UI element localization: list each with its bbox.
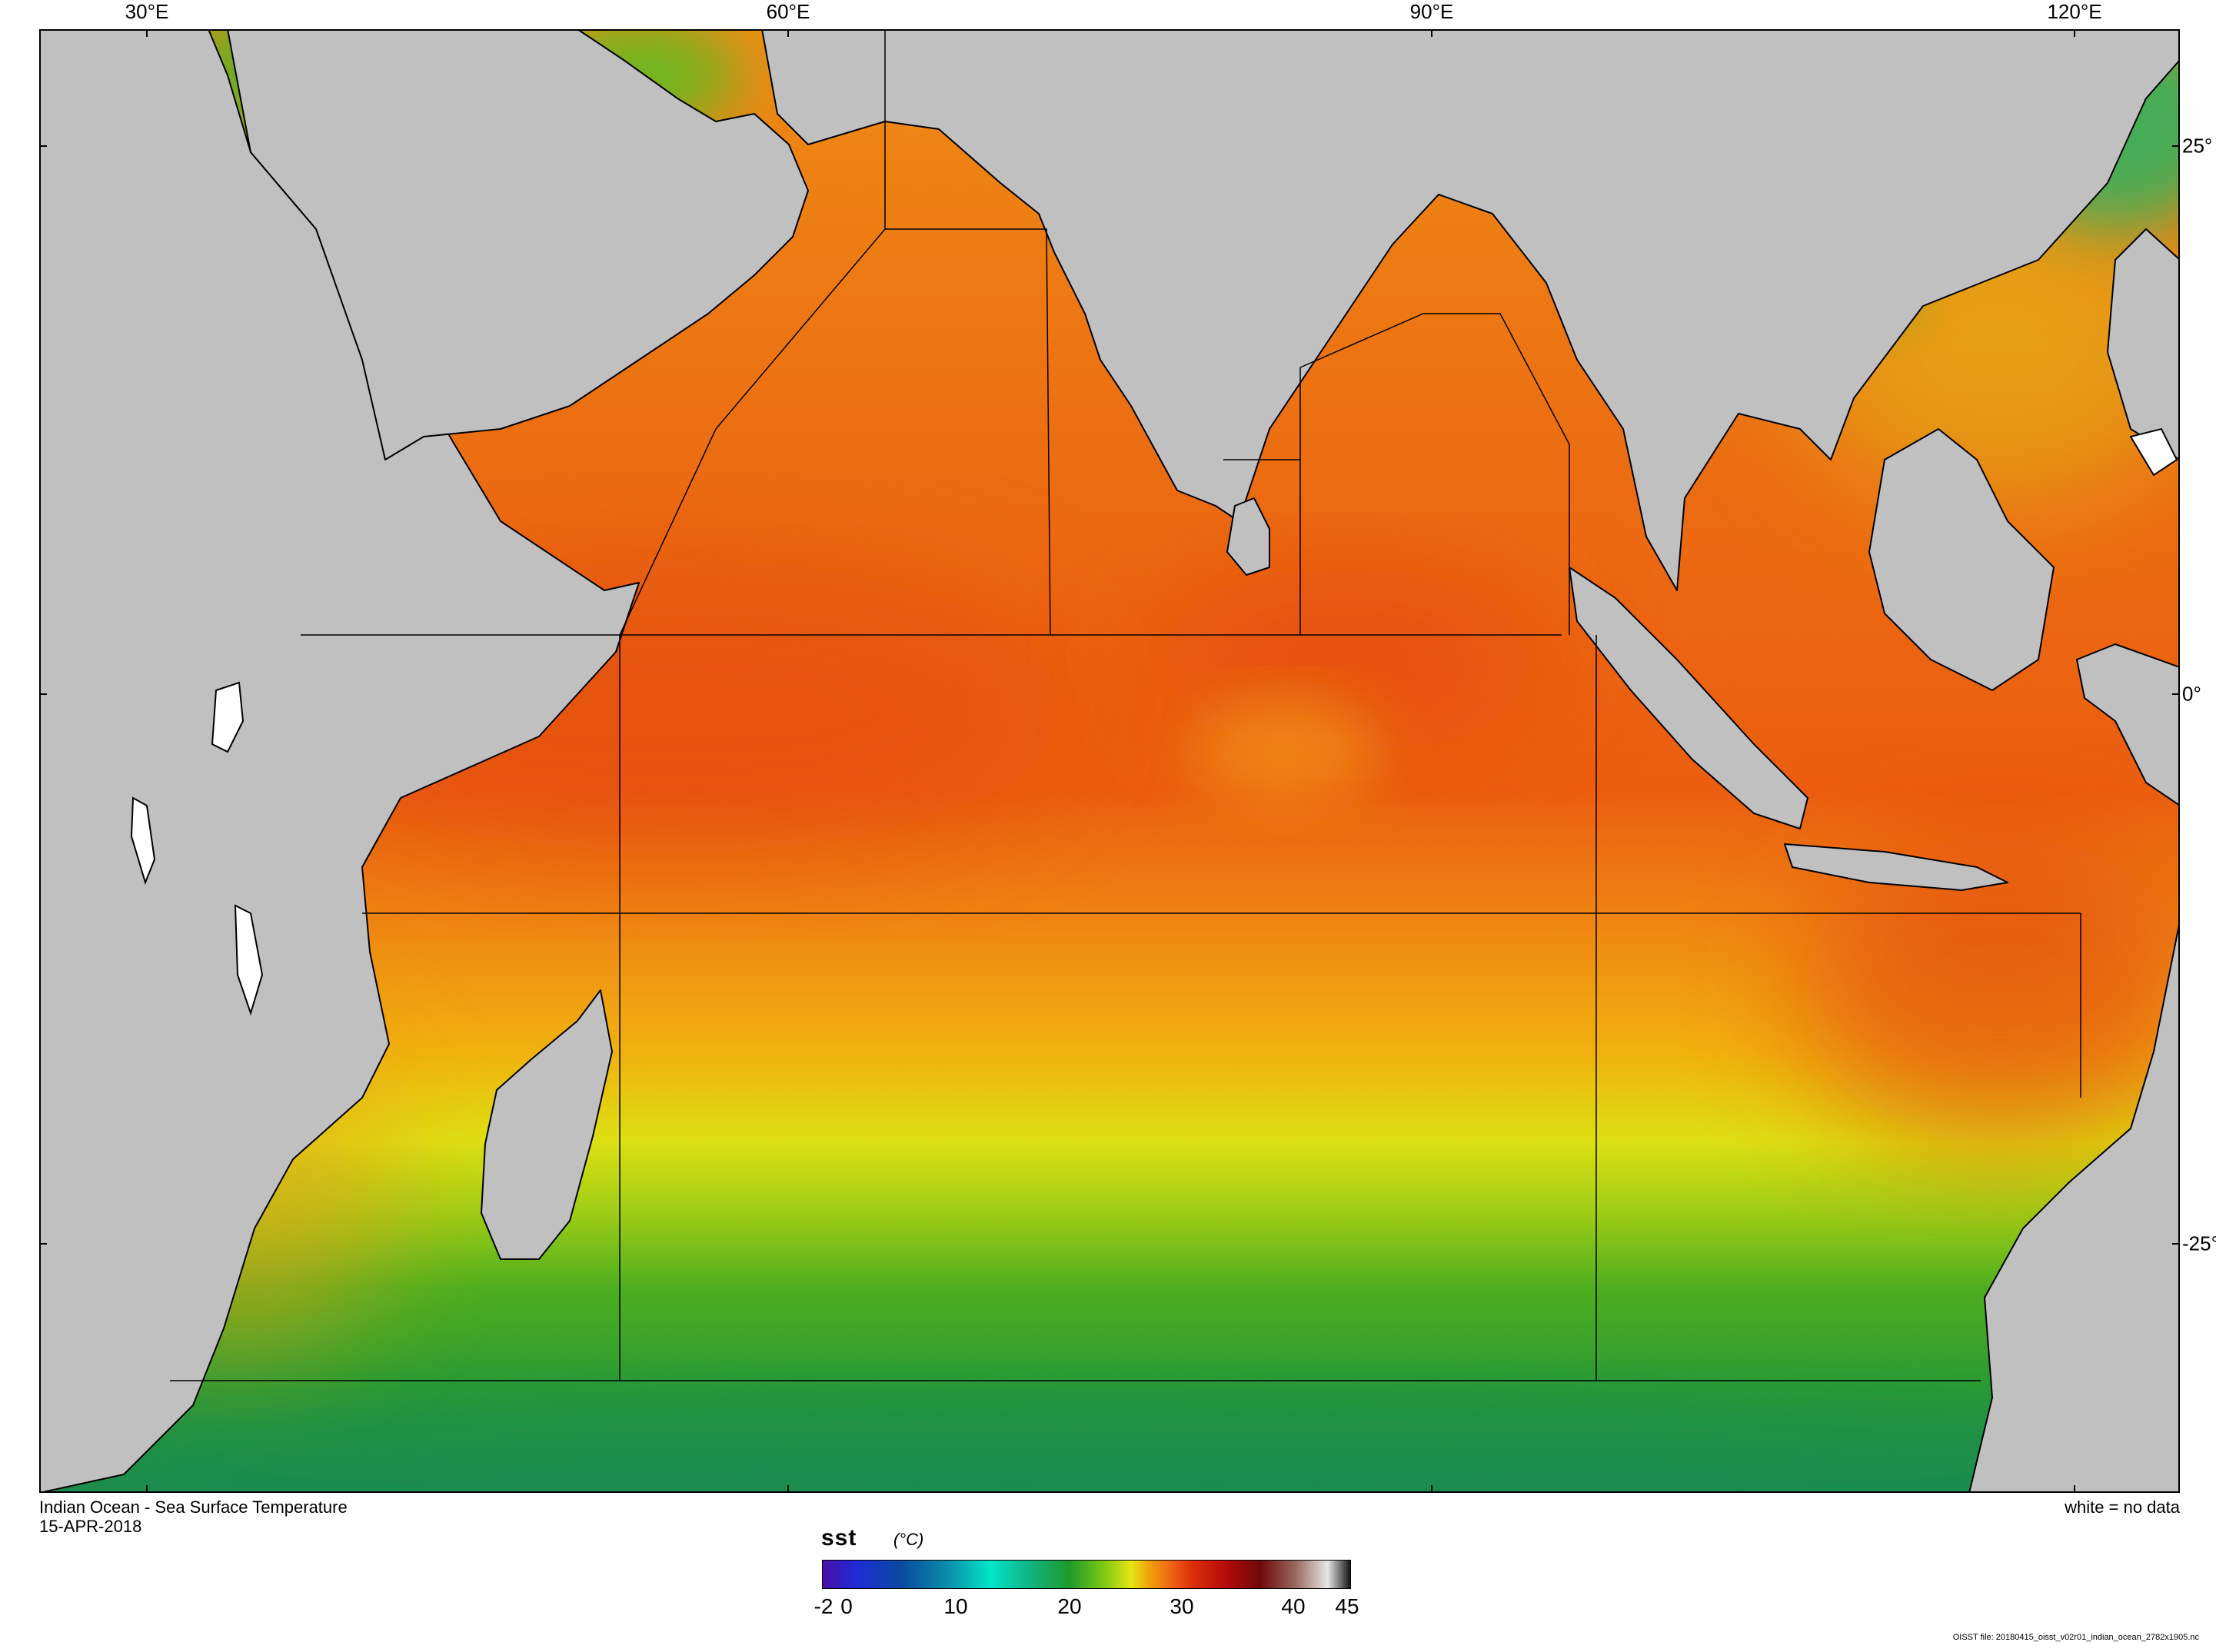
land-masses: [39, 29, 2180, 1493]
map-title: Indian Ocean - Sea Surface Temperature: [39, 1497, 348, 1517]
colorbar-unit: (°C): [893, 1530, 924, 1549]
land-arabia-asia: [227, 29, 809, 460]
land-sri-lanka: [1226, 497, 1270, 576]
lat-label-25n: 25°: [2182, 134, 2213, 158]
land-philippines: [2107, 228, 2180, 460]
map-border: [39, 29, 2180, 1493]
lon-label-120e: 120°E: [2047, 0, 2102, 23]
no-data-patches: [130, 427, 2178, 1016]
sst-map: [39, 29, 2180, 1493]
colorbar-variable: sst: [821, 1525, 857, 1551]
lat-label-25s: -25°: [2182, 1232, 2216, 1255]
land-java: [1784, 843, 2008, 891]
graticule-ticks: [39, 29, 2180, 1493]
colorbar-tick: 0: [840, 1594, 853, 1618]
land-south-asia: [761, 29, 2180, 591]
lon-label-30e: 30°E: [125, 0, 169, 23]
lon-label-60e: 60°E: [766, 0, 810, 23]
lat-label-0: 0°: [2182, 682, 2201, 706]
colorbar-tick: 40: [1281, 1594, 1306, 1618]
map-date: 15-APR-2018: [39, 1517, 142, 1536]
colorbar-tick: 45: [1335, 1594, 1359, 1618]
lon-label-90e: 90°E: [1409, 0, 1454, 23]
no-data-note: white = no data: [2065, 1497, 2180, 1517]
colorbar: [822, 1560, 1351, 1589]
colorbar-tick: 30: [1170, 1594, 1194, 1618]
colorbar-tick: -2: [814, 1594, 833, 1618]
region-boundaries: [170, 29, 2081, 1381]
land-sulawesi-png: [2076, 643, 2180, 806]
land-sumatra: [1569, 567, 1808, 829]
colorbar-tick: 10: [943, 1594, 968, 1618]
land-indochina-borneo: [1868, 428, 2055, 691]
land-australia: [1968, 920, 2180, 1493]
colorbar-tick: 20: [1057, 1594, 1082, 1618]
file-note: OISST file: 20180415_oisst_v02r01_indian…: [1952, 1633, 2199, 1642]
land-madagascar: [481, 989, 613, 1260]
